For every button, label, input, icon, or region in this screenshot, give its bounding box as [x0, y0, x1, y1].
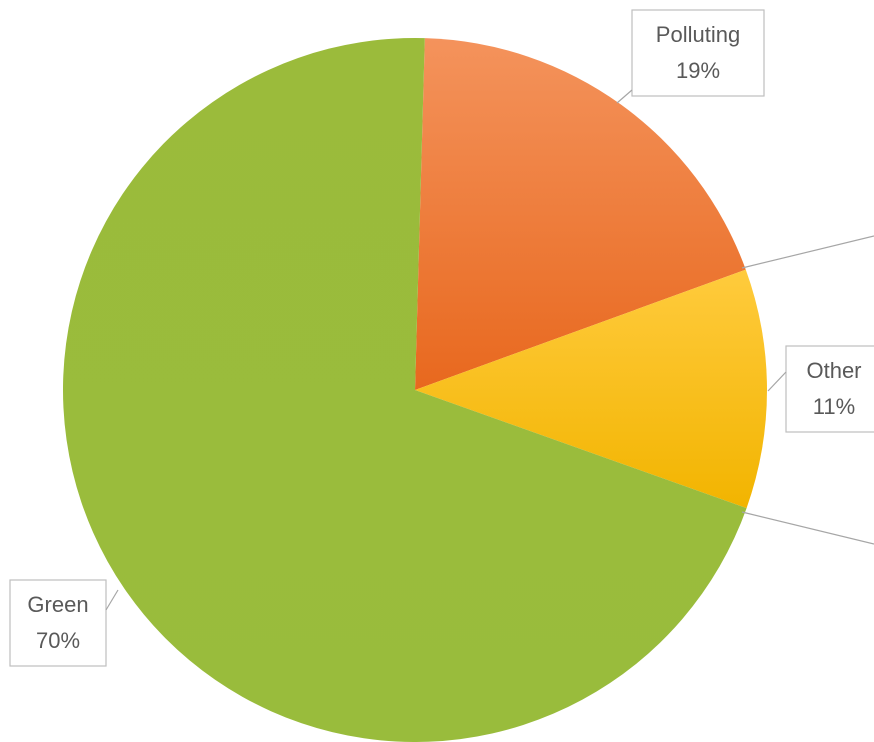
callout-box	[631, 9, 765, 97]
callout-leader-line	[616, 89, 633, 104]
leader-lines-layer	[741, 235, 874, 545]
pie-slice-green	[63, 38, 747, 742]
callout-leader-line	[767, 371, 787, 392]
slice-category-label: Polluting	[656, 22, 740, 47]
slices-layer	[63, 38, 767, 742]
external-leader-upper	[741, 235, 874, 269]
slice-category-label: Green	[27, 592, 88, 617]
callout-box	[9, 579, 107, 667]
pie-slice-other	[415, 269, 767, 509]
slice-percent-label: 70%	[36, 628, 80, 653]
slice-percent-label: 11%	[813, 394, 855, 419]
labels-layer: Polluting 19% Other 11% Green 70%	[9, 9, 874, 667]
external-leader-lower	[741, 511, 874, 545]
data-label-polluting: Polluting 19%	[616, 9, 765, 104]
slice-category-label: Other	[806, 358, 861, 383]
data-label-green: Green 70%	[9, 579, 119, 667]
pie-slice-polluting	[415, 38, 746, 390]
data-label-other: Other 11%	[767, 345, 874, 433]
callout-leader-line	[105, 589, 119, 611]
slice-percent-label: 19%	[676, 58, 720, 83]
callout-box	[785, 345, 874, 433]
